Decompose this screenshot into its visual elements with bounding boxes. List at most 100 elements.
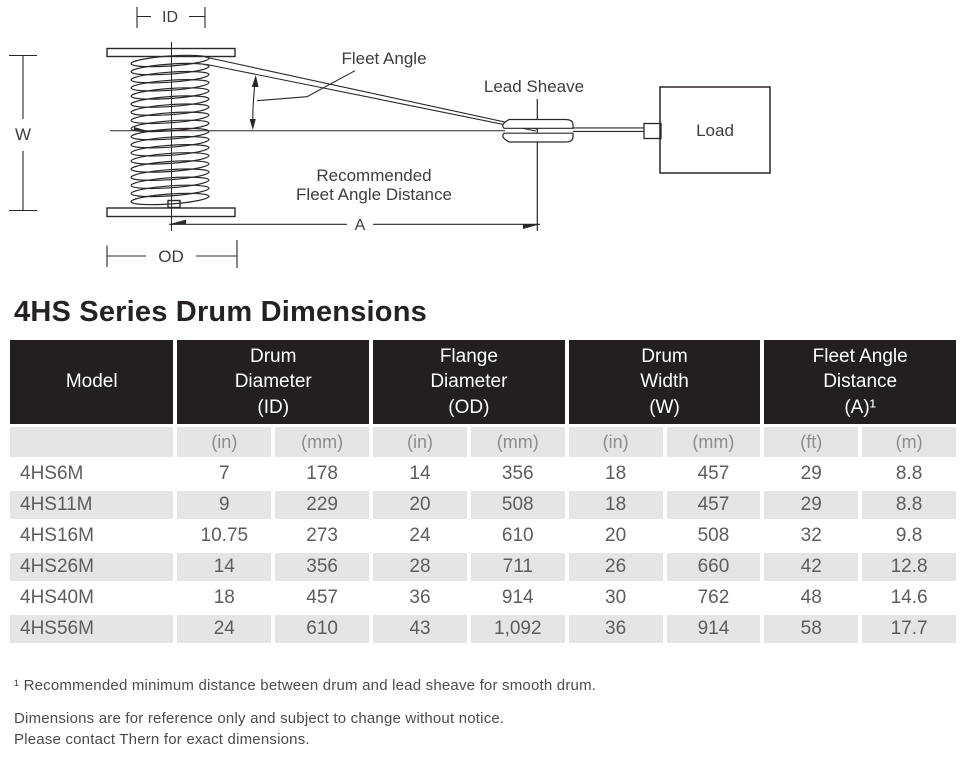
fleet-angle-label: Fleet Angle [341, 49, 426, 68]
value-cell: 48 [764, 584, 859, 612]
drum-coil [130, 54, 210, 206]
table-row: 4HS16M 10.75 273 24 610 20 508 32 9.8 [10, 522, 956, 550]
value-cell: 14.6 [862, 584, 956, 612]
value-cell: 14 [373, 460, 467, 488]
value-cell: 10.75 [177, 522, 272, 550]
id-dimension [136, 7, 206, 28]
unit-cell: (m) [862, 427, 956, 457]
value-cell: 9.8 [862, 522, 956, 550]
value-cell: 508 [666, 522, 761, 550]
table-header-row: Model Drum Diameter (ID) Flange Diameter… [10, 340, 956, 424]
value-cell: 43 [373, 615, 467, 643]
value-cell: 8.8 [862, 491, 956, 519]
value-cell: 58 [764, 615, 859, 643]
value-cell: 914 [666, 615, 761, 643]
drum-diagram-svg: ID W [9, 7, 771, 268]
lead-sheave [502, 99, 574, 231]
value-cell: 457 [666, 460, 761, 488]
value-cell: 914 [470, 584, 565, 612]
drum-dimensions-table: Model Drum Diameter (ID) Flange Diameter… [6, 337, 960, 646]
model-cell: 4HS6M [10, 460, 174, 488]
fleet-angle-arrow [249, 70, 356, 130]
unit-cell: (mm) [275, 427, 370, 457]
model-cell: 4HS11M [10, 491, 174, 519]
col-header-flange-diameter: Flange Diameter (OD) [373, 340, 565, 424]
value-cell: 18 [568, 460, 663, 488]
value-cell: 20 [568, 522, 663, 550]
value-cell: 9 [177, 491, 272, 519]
value-cell: 18 [177, 584, 272, 612]
col-header-model: Model [10, 340, 174, 424]
value-cell: 229 [275, 491, 370, 519]
page-title: 4HS Series Drum Dimensions [14, 296, 427, 328]
model-cell: 4HS56M [10, 615, 174, 643]
unit-cell: (in) [568, 427, 663, 457]
value-cell: 7 [177, 460, 272, 488]
a-label: A [355, 217, 366, 234]
value-cell: 32 [764, 522, 859, 550]
model-cell: 4HS26M [10, 553, 174, 581]
footnote-disclaimer-line1: Dimensions are for reference only and su… [14, 710, 505, 727]
value-cell: 14 [177, 553, 272, 581]
value-cell: 711 [470, 553, 565, 581]
od-dimension [106, 240, 238, 268]
value-cell: 24 [177, 615, 272, 643]
value-cell: 36 [568, 615, 663, 643]
value-cell: 762 [666, 584, 761, 612]
cable-connector [643, 122, 662, 140]
footnote-fleet-angle: ¹ Recommended minimum distance between d… [14, 677, 597, 694]
value-cell: 508 [470, 491, 565, 519]
table-row: 4HS40M 18 457 36 914 30 762 48 14.6 [10, 584, 956, 612]
value-cell: 28 [373, 553, 467, 581]
value-cell: 178 [275, 460, 370, 488]
value-cell: 8.8 [862, 460, 956, 488]
value-cell: 273 [275, 522, 370, 550]
value-cell: 30 [568, 584, 663, 612]
unit-cell: (mm) [666, 427, 761, 457]
value-cell: 1,092 [470, 615, 565, 643]
id-label: ID [162, 9, 178, 26]
unit-cell: (in) [177, 427, 272, 457]
value-cell: 26 [568, 553, 663, 581]
value-cell: 29 [764, 460, 859, 488]
unit-cell-empty [10, 427, 174, 457]
table-row: 4HS56M 24 610 43 1,092 36 914 58 17.7 [10, 615, 956, 643]
col-header-fleet-angle-distance: Fleet Angle Distance (A)¹ [764, 340, 956, 424]
value-cell: 660 [666, 553, 761, 581]
value-cell: 29 [764, 491, 859, 519]
value-cell: 17.7 [862, 615, 956, 643]
value-cell: 457 [275, 584, 370, 612]
load-label: Load [696, 121, 734, 140]
recommended-label-line1: Recommended [316, 166, 431, 185]
value-cell: 356 [275, 553, 370, 581]
value-cell: 356 [470, 460, 565, 488]
unit-cell: (mm) [470, 427, 565, 457]
w-label: W [15, 125, 31, 144]
footnote-disclaimer-line2: Please contact Thern for exact dimension… [14, 731, 310, 748]
cable-sheave-to-load [573, 127, 644, 132]
drum-dimension-diagram: ID W [0, 0, 964, 292]
value-cell: 610 [275, 615, 370, 643]
value-cell: 18 [568, 491, 663, 519]
cable-drum-to-sheave [204, 56, 538, 132]
value-cell: 610 [470, 522, 565, 550]
od-label: OD [158, 247, 184, 266]
col-header-drum-diameter: Drum Diameter (ID) [177, 340, 370, 424]
model-cell: 4HS40M [10, 584, 174, 612]
unit-cell: (ft) [764, 427, 859, 457]
table-units-row: (in) (mm) (in) (mm) (in) (mm) (ft) (m) [10, 427, 956, 457]
value-cell: 457 [666, 491, 761, 519]
a-dimension [169, 219, 540, 229]
recommended-label-line2: Fleet Angle Distance [296, 185, 452, 204]
value-cell: 24 [373, 522, 467, 550]
w-dimension [9, 54, 37, 212]
model-cell: 4HS16M [10, 522, 174, 550]
table-row: 4HS11M 9 229 20 508 18 457 29 8.8 [10, 491, 956, 519]
center-lines [110, 42, 505, 231]
table-row: 4HS26M 14 356 28 711 26 660 42 12.8 [10, 553, 956, 581]
value-cell: 12.8 [862, 553, 956, 581]
col-header-drum-width: Drum Width (W) [568, 340, 761, 424]
footnote-disclaimer: Dimensions are for reference only and su… [14, 708, 964, 750]
center-line-arrow [134, 127, 147, 131]
load-box [659, 86, 771, 174]
